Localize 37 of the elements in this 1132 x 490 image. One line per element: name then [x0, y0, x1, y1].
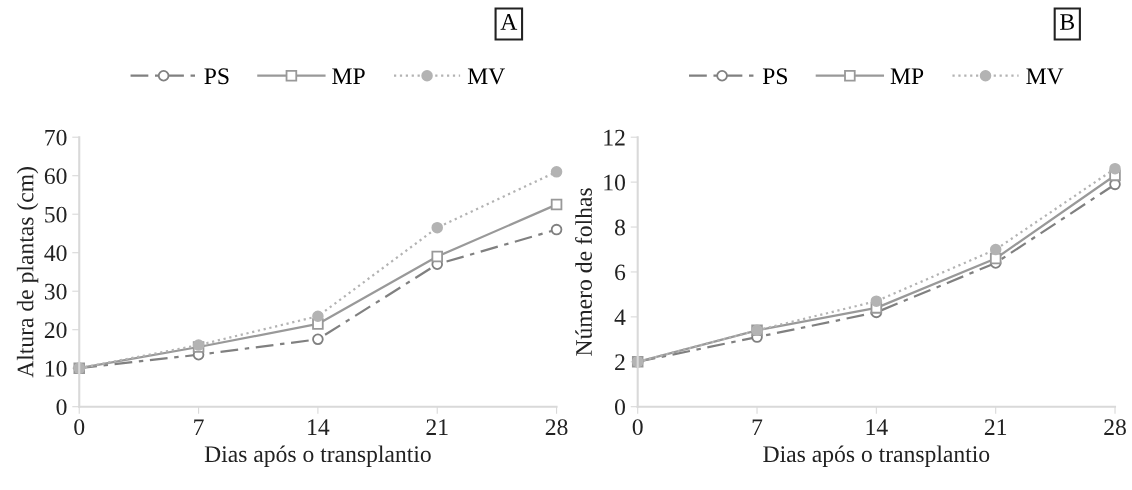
legend-label: MV — [467, 68, 505, 85]
x-tick-label: 14 — [308, 419, 330, 435]
legend-label: MV — [1026, 68, 1064, 85]
y-axis-title: Altura de plantas (cm) — [16, 167, 39, 378]
x-axis-title: Dias após o transplantio — [763, 445, 990, 467]
y-tick-label: 4 — [614, 309, 626, 326]
legend-label: PS — [204, 68, 229, 85]
y-tick-label: 0 — [56, 399, 67, 416]
x-tick-label: 7 — [752, 419, 763, 435]
x-tick-label: 21 — [426, 419, 448, 435]
y-tick-label: 60 — [44, 168, 67, 185]
y-tick-label: 6 — [615, 264, 626, 281]
chart-title: A — [500, 14, 518, 30]
legend-label: PS — [762, 68, 788, 85]
x-tick-label: 14 — [866, 419, 888, 435]
x-tick-label: 0 — [632, 419, 643, 436]
y-tick-label: 70 — [45, 129, 67, 146]
y-tick-label: 50 — [45, 206, 67, 223]
x-tick-label: 28 — [545, 419, 568, 436]
y-tick-label: 2 — [615, 354, 625, 370]
chart-title: B — [1060, 14, 1075, 30]
x-tick-label: 21 — [984, 419, 1007, 435]
y-tick-label: 8 — [614, 219, 625, 236]
y-tick-label: 10 — [604, 174, 625, 191]
y-tick-label: 20 — [44, 322, 67, 339]
y-tick-label: 10 — [45, 360, 67, 377]
x-axis-title: Dias após o transplantio — [204, 445, 431, 467]
y-tick-label: 12 — [604, 129, 625, 146]
legend-label: MP — [890, 68, 924, 84]
y-tick-label: 0 — [614, 399, 625, 416]
y-axis-title: Número de folhas — [575, 188, 592, 356]
y-tick-label: 30 — [44, 283, 67, 300]
x-tick-label: 28 — [1104, 419, 1126, 436]
x-tick-label: 0 — [74, 419, 85, 436]
x-tick-label: 7 — [194, 419, 204, 435]
y-tick-label: 40 — [44, 245, 67, 262]
legend-label: MP — [332, 68, 365, 84]
